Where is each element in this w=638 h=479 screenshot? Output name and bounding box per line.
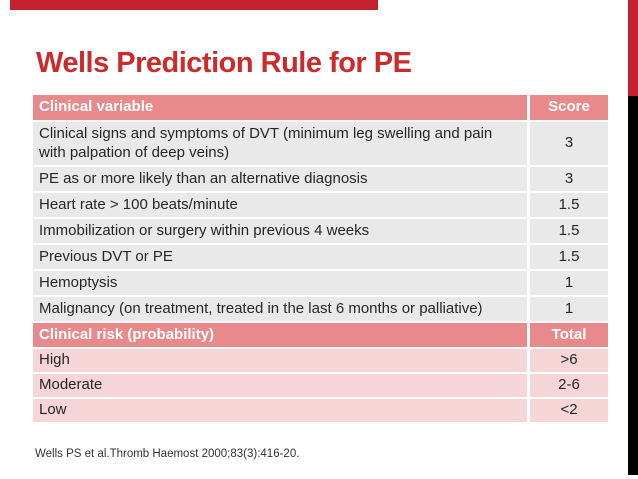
table-row: PE as or more likely than an alternative…	[33, 167, 608, 191]
row-variable: Immobilization or surgery within previou…	[33, 219, 527, 243]
table-row: Heart rate > 100 beats/minute 1.5	[33, 193, 608, 217]
row-variable: Heart rate > 100 beats/minute	[33, 193, 527, 217]
page-title: Wells Prediction Rule for PE	[36, 47, 412, 79]
row-variable: Previous DVT or PE	[33, 245, 527, 269]
row-variable: Malignancy (on treatment, treated in the…	[33, 297, 527, 321]
table-row: Malignancy (on treatment, treated in the…	[33, 297, 608, 321]
row-variable: Hemoptysis	[33, 271, 527, 295]
risk-label: Moderate	[33, 374, 527, 397]
column-header-total: Total	[530, 323, 608, 347]
risk-header-row: Clinical risk (probability) Total	[33, 323, 608, 347]
table-header-row: Clinical variable Score	[33, 95, 608, 120]
column-header-clinical-risk: Clinical risk (probability)	[33, 323, 527, 347]
column-header-score: Score	[530, 95, 608, 120]
top-accent-bar	[10, 0, 378, 10]
table-row: Hemoptysis 1	[33, 271, 608, 295]
right-accent-bar	[628, 96, 638, 475]
table-row: Clinical signs and symptoms of DVT (mini…	[33, 122, 608, 165]
wells-score-table: Clinical variable Score Clinical signs a…	[33, 95, 608, 424]
column-header-clinical-variable: Clinical variable	[33, 95, 527, 120]
risk-row: Low <2	[33, 399, 608, 422]
risk-total: 2-6	[530, 374, 608, 397]
risk-label: Low	[33, 399, 527, 422]
corner-accent-block	[628, 0, 638, 96]
citation: Wells PS et al.Thromb Haemost 2000;83(3)…	[35, 448, 300, 460]
row-score: 1.5	[530, 193, 608, 217]
risk-label: High	[33, 349, 527, 372]
table-row: Previous DVT or PE 1.5	[33, 245, 608, 269]
row-score: 1	[530, 271, 608, 295]
row-score: 1.5	[530, 219, 608, 243]
risk-total: >6	[530, 349, 608, 372]
row-variable: Clinical signs and symptoms of DVT (mini…	[33, 122, 527, 165]
risk-row: High >6	[33, 349, 608, 372]
row-score: 1.5	[530, 245, 608, 269]
row-score: 1	[530, 297, 608, 321]
risk-total: <2	[530, 399, 608, 422]
risk-row: Moderate 2-6	[33, 374, 608, 397]
row-score: 3	[530, 167, 608, 191]
table-row: Immobilization or surgery within previou…	[33, 219, 608, 243]
row-variable: PE as or more likely than an alternative…	[33, 167, 527, 191]
row-score: 3	[530, 122, 608, 165]
